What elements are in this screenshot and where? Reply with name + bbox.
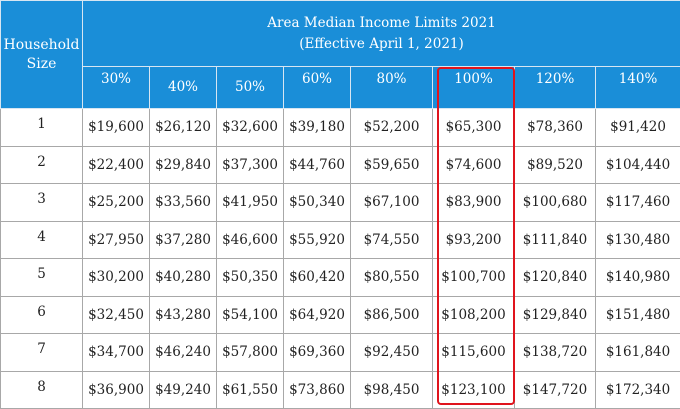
income-limit-cell: $61,550 (217, 371, 284, 409)
income-limit-cell: $29,840 (150, 146, 217, 184)
income-limit-cell: $55,920 (284, 221, 351, 259)
income-limit-cell: $74,550 (351, 221, 433, 259)
income-limit-cell: $115,600 (433, 334, 515, 372)
title-line-1: Area Median Income Limits 2021 (83, 13, 680, 34)
income-limit-cell: $100,680 (515, 184, 596, 222)
percent-header: 80% (351, 67, 433, 109)
income-limit-cell: $130,480 (596, 221, 680, 259)
household-size-cell: 1 (1, 109, 83, 147)
income-limit-cell: $33,560 (150, 184, 217, 222)
income-limit-cell: $104,440 (596, 146, 680, 184)
income-limit-cell: $108,200 (433, 296, 515, 334)
percent-header: 60% (284, 67, 351, 109)
income-limit-cell: $111,840 (515, 221, 596, 259)
income-limit-cell: $98,450 (351, 371, 433, 409)
table-row: 2$22,400$29,840$37,300$44,760$59,650$74,… (1, 146, 680, 184)
household-size-cell: 2 (1, 146, 83, 184)
table-row: 3$25,200$33,560$41,950$50,340$67,100$83,… (1, 184, 680, 222)
income-limit-cell: $41,950 (217, 184, 284, 222)
household-size-cell: 3 (1, 184, 83, 222)
income-limit-cell: $37,280 (150, 221, 217, 259)
income-limit-cell: $172,340 (596, 371, 680, 409)
percent-header: 120% (515, 67, 596, 109)
income-limit-cell: $138,720 (515, 334, 596, 372)
income-limit-cell: $140,980 (596, 259, 680, 297)
income-limit-cell: $50,350 (217, 259, 284, 297)
income-limit-cell: $34,700 (83, 334, 150, 372)
income-limit-cell: $161,840 (596, 334, 680, 372)
household-size-cell: 6 (1, 296, 83, 334)
income-limit-cell: $32,450 (83, 296, 150, 334)
income-limit-cell: $80,550 (351, 259, 433, 297)
income-limit-cell: $117,460 (596, 184, 680, 222)
household-size-cell: 4 (1, 221, 83, 259)
income-limit-cell: $67,100 (351, 184, 433, 222)
income-limit-cell: $92,450 (351, 334, 433, 372)
income-limit-cell: $54,100 (217, 296, 284, 334)
percent-header: 40% (150, 67, 217, 109)
percent-header-highlighted: 100% (433, 67, 515, 109)
table-row: 8$36,900$49,240$61,550$73,860$98,450$123… (1, 371, 680, 409)
income-limit-cell: $86,500 (351, 296, 433, 334)
table-row: 1$19,600$26,120$32,600$39,180$52,200$65,… (1, 109, 680, 147)
household-size-cell: 5 (1, 259, 83, 297)
income-limit-cell: $60,420 (284, 259, 351, 297)
income-limit-cell: $89,520 (515, 146, 596, 184)
income-limit-cell: $91,420 (596, 109, 680, 147)
income-limit-cell: $123,100 (433, 371, 515, 409)
table-title: Area Median Income Limits 2021 (Effectiv… (83, 1, 680, 67)
income-limit-cell: $129,840 (515, 296, 596, 334)
income-limit-cell: $93,200 (433, 221, 515, 259)
table-row: 4$27,950$37,280$46,600$55,920$74,550$93,… (1, 221, 680, 259)
income-limit-cell: $52,200 (351, 109, 433, 147)
percent-header: 140% (596, 67, 680, 109)
income-limit-cell: $30,200 (83, 259, 150, 297)
income-limit-cell: $64,920 (284, 296, 351, 334)
table-row: 5$30,200$40,280$50,350$60,420$80,550$100… (1, 259, 680, 297)
income-limit-cell: $49,240 (150, 371, 217, 409)
income-limit-cell: $25,200 (83, 184, 150, 222)
income-limit-cell: $36,900 (83, 371, 150, 409)
household-size-cell: 8 (1, 371, 83, 409)
income-limit-cell: $44,760 (284, 146, 351, 184)
household-size-cell: 7 (1, 334, 83, 372)
income-limit-cell: $151,480 (596, 296, 680, 334)
income-limit-cell: $46,600 (217, 221, 284, 259)
income-limit-cell: $37,300 (217, 146, 284, 184)
income-limit-cell: $39,180 (284, 109, 351, 147)
income-limit-cell: $26,120 (150, 109, 217, 147)
income-limit-cell: $83,900 (433, 184, 515, 222)
income-limit-cell: $40,280 (150, 259, 217, 297)
income-limit-cell: $57,800 (217, 334, 284, 372)
household-size-header: Household Size (1, 1, 83, 109)
income-limit-cell: $32,600 (217, 109, 284, 147)
income-limit-cell: $59,650 (351, 146, 433, 184)
income-limit-cell: $73,860 (284, 371, 351, 409)
income-limit-cell: $147,720 (515, 371, 596, 409)
percent-header: 30% (83, 67, 150, 109)
income-limit-cell: $50,340 (284, 184, 351, 222)
income-limit-cell: $46,240 (150, 334, 217, 372)
household-size-label: Household Size (3, 37, 79, 72)
income-limit-cell: $22,400 (83, 146, 150, 184)
income-limit-cell: $19,600 (83, 109, 150, 147)
income-limit-cell: $65,300 (433, 109, 515, 147)
income-limit-cell: $74,600 (433, 146, 515, 184)
table-row: 7$34,700$46,240$57,800$69,360$92,450$115… (1, 334, 680, 372)
title-line-2: (Effective April 1, 2021) (83, 34, 680, 55)
income-limit-cell: $78,360 (515, 109, 596, 147)
income-limit-cell: $27,950 (83, 221, 150, 259)
percent-header: 50% (217, 67, 284, 109)
income-limit-cell: $120,840 (515, 259, 596, 297)
table-row: 6$32,450$43,280$54,100$64,920$86,500$108… (1, 296, 680, 334)
income-limit-cell: $43,280 (150, 296, 217, 334)
income-limit-cell: $69,360 (284, 334, 351, 372)
income-limit-cell: $100,700 (433, 259, 515, 297)
